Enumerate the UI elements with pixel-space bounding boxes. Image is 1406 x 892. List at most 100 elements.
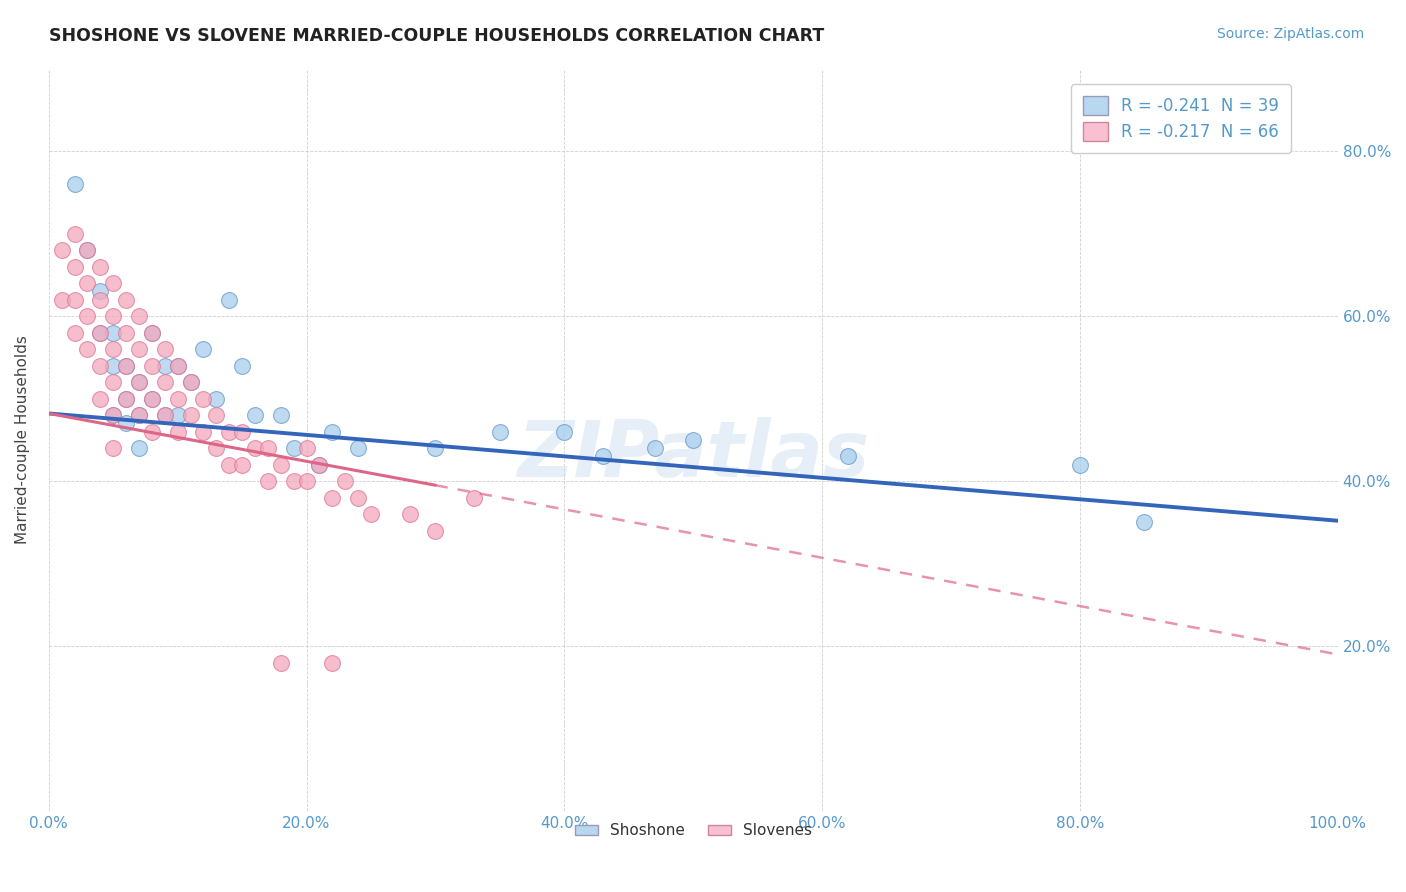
Point: [193, 392, 215, 406]
Point: [89, 359, 111, 373]
Point: [115, 326, 138, 340]
Point: [270, 656, 292, 670]
Point: [153, 375, 176, 389]
Point: [128, 342, 150, 356]
Point: [321, 656, 343, 670]
Point: [153, 342, 176, 356]
Point: [166, 425, 188, 439]
Point: [347, 491, 370, 505]
Point: [141, 326, 163, 340]
Point: [463, 491, 485, 505]
Point: [283, 474, 305, 488]
Point: [270, 458, 292, 472]
Point: [115, 293, 138, 307]
Point: [128, 441, 150, 455]
Point: [283, 441, 305, 455]
Point: [103, 441, 125, 455]
Point: [63, 177, 86, 191]
Point: [193, 342, 215, 356]
Text: ZIPatlas: ZIPatlas: [517, 417, 869, 492]
Point: [89, 392, 111, 406]
Point: [141, 326, 163, 340]
Point: [89, 326, 111, 340]
Point: [103, 408, 125, 422]
Point: [321, 491, 343, 505]
Point: [347, 441, 370, 455]
Point: [166, 392, 188, 406]
Point: [89, 285, 111, 299]
Point: [425, 441, 447, 455]
Legend: Shoshone, Slovenes: Shoshone, Slovenes: [568, 817, 818, 845]
Point: [128, 375, 150, 389]
Point: [243, 408, 266, 422]
Point: [1133, 516, 1156, 530]
Point: [103, 359, 125, 373]
Point: [1069, 458, 1091, 472]
Point: [166, 359, 188, 373]
Text: SHOSHONE VS SLOVENE MARRIED-COUPLE HOUSEHOLDS CORRELATION CHART: SHOSHONE VS SLOVENE MARRIED-COUPLE HOUSE…: [49, 27, 824, 45]
Point: [128, 309, 150, 323]
Point: [180, 375, 202, 389]
Point: [553, 425, 575, 439]
Point: [51, 293, 73, 307]
Point: [103, 342, 125, 356]
Point: [166, 359, 188, 373]
Point: [205, 408, 228, 422]
Point: [76, 243, 98, 257]
Point: [103, 309, 125, 323]
Point: [682, 433, 704, 447]
Point: [592, 450, 614, 464]
Point: [103, 276, 125, 290]
Point: [89, 326, 111, 340]
Point: [89, 260, 111, 274]
Point: [180, 375, 202, 389]
Point: [243, 441, 266, 455]
Point: [193, 425, 215, 439]
Point: [103, 326, 125, 340]
Point: [308, 458, 330, 472]
Point: [218, 293, 240, 307]
Point: [335, 474, 357, 488]
Point: [257, 474, 280, 488]
Point: [115, 392, 138, 406]
Point: [115, 359, 138, 373]
Point: [141, 392, 163, 406]
Point: [231, 458, 253, 472]
Point: [837, 450, 859, 464]
Point: [76, 276, 98, 290]
Text: Source: ZipAtlas.com: Source: ZipAtlas.com: [1216, 27, 1364, 41]
Point: [398, 507, 420, 521]
Point: [128, 408, 150, 422]
Point: [103, 375, 125, 389]
Point: [218, 425, 240, 439]
Point: [63, 227, 86, 241]
Point: [115, 392, 138, 406]
Point: [141, 359, 163, 373]
Point: [128, 408, 150, 422]
Point: [295, 441, 318, 455]
Point: [644, 441, 666, 455]
Point: [205, 441, 228, 455]
Point: [76, 342, 98, 356]
Point: [231, 359, 253, 373]
Point: [489, 425, 512, 439]
Point: [270, 408, 292, 422]
Point: [103, 408, 125, 422]
Point: [231, 425, 253, 439]
Point: [63, 293, 86, 307]
Point: [115, 417, 138, 431]
Point: [180, 408, 202, 422]
Point: [153, 359, 176, 373]
Point: [115, 359, 138, 373]
Point: [295, 474, 318, 488]
Point: [205, 392, 228, 406]
Point: [76, 309, 98, 323]
Point: [425, 524, 447, 538]
Point: [153, 408, 176, 422]
Point: [63, 326, 86, 340]
Y-axis label: Married-couple Households: Married-couple Households: [15, 335, 30, 544]
Point: [153, 408, 176, 422]
Point: [51, 243, 73, 257]
Point: [141, 392, 163, 406]
Point: [166, 408, 188, 422]
